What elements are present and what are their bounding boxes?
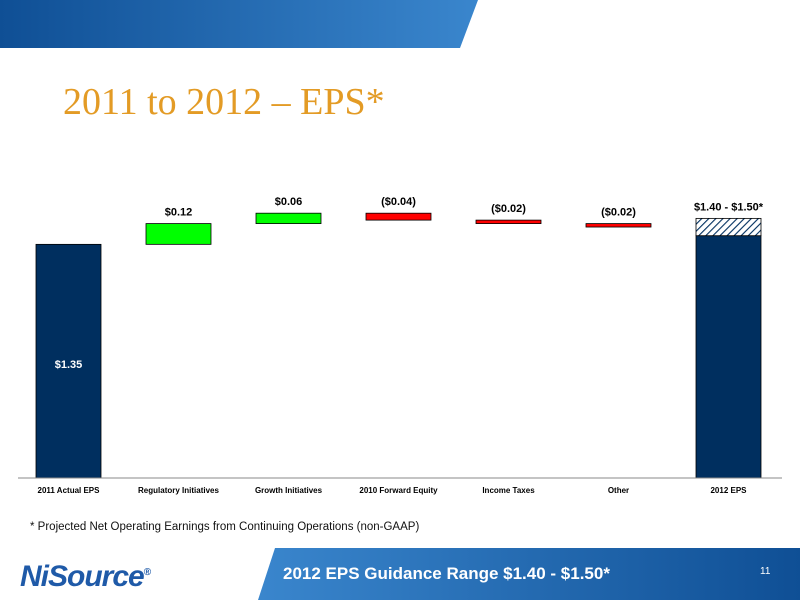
bar-regulatory-initiatives [145, 223, 212, 245]
x-tick-label: Income Taxes [482, 486, 535, 495]
x-tick-label: Regulatory Initiatives [138, 486, 219, 495]
data-label: $1.40 - $1.50* [694, 201, 764, 213]
bar-2011-actual-eps [35, 243, 102, 479]
data-label: $1.35 [55, 359, 83, 371]
page-number: 11 [760, 566, 771, 577]
data-label: $0.06 [275, 196, 303, 208]
data-label: ($0.02) [491, 203, 526, 215]
x-tick-label: 2011 Actual EPS [38, 486, 101, 495]
data-label: ($0.02) [601, 207, 636, 219]
slide-title: 2011 to 2012 – EPS* [63, 81, 385, 123]
bar-2010-forward-equity [365, 212, 432, 221]
x-tick-label: Other [608, 486, 629, 495]
nisource-logo: NiSource® [20, 560, 151, 593]
bar-growth-initiatives [255, 212, 322, 224]
guidance-banner: 2012 EPS Guidance Range $1.40 - $1.50* [283, 564, 610, 583]
x-tick-label: Growth Initiatives [255, 486, 323, 495]
data-label: $0.12 [165, 207, 193, 219]
bar-2012-eps [695, 235, 762, 479]
bar-income-taxes [475, 219, 542, 224]
header-band [0, 0, 478, 48]
bar-2012-eps-range [695, 217, 762, 237]
data-label: ($0.04) [381, 196, 416, 208]
footer-band [258, 548, 800, 600]
x-tick-label: 2012 EPS [710, 486, 747, 495]
bar-other [585, 223, 652, 228]
waterfall-chart: $1.35 $0.12 $0.06 ($0.04) ($0.02) ($0.02) $1.4… [18, 196, 782, 495]
footnote: * Projected Net Operating Earnings from … [30, 521, 420, 533]
x-tick-label: 2010 Forward Equity [359, 486, 438, 495]
